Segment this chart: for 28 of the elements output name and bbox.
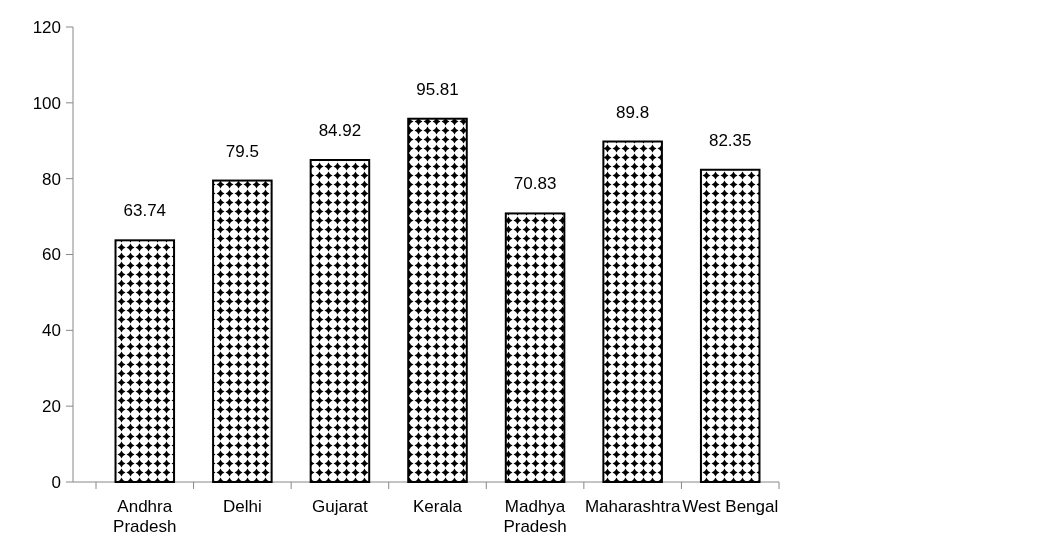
bar [407, 117, 468, 483]
data-label: 84.92 [318, 121, 362, 141]
bar [212, 179, 273, 483]
x-tick-label: West Bengal [682, 497, 779, 516]
data-label: 63.74 [123, 201, 167, 221]
bar [699, 168, 761, 483]
y-tick-label: 0 [51, 472, 61, 492]
x-tick-label: Gujarat [312, 497, 369, 516]
y-tick-label: 20 [42, 397, 61, 417]
bar [504, 212, 566, 483]
y-tick-label: 40 [42, 321, 61, 341]
x-tick-label: Delhi [222, 497, 262, 516]
data-label: 70.83 [513, 174, 557, 194]
y-tick-label: 120 [32, 17, 61, 37]
bar [114, 239, 176, 483]
bar [602, 140, 663, 483]
x-tick-label: Madhya Pradesh [503, 497, 567, 536]
x-tick-label: Andhra Pradesh [113, 497, 177, 536]
y-tick-label: 80 [42, 169, 61, 189]
data-label: 82.35 [708, 130, 752, 150]
y-tick-label: 60 [42, 245, 61, 265]
bar [309, 159, 371, 483]
data-label: 89.8 [616, 102, 650, 122]
x-tick-label: Maharashtra [584, 497, 681, 516]
y-tick-label: 100 [32, 93, 61, 113]
data-label: 95.81 [416, 79, 459, 99]
x-tick-label: Kerala [412, 497, 463, 516]
data-label: 79.5 [225, 141, 259, 161]
